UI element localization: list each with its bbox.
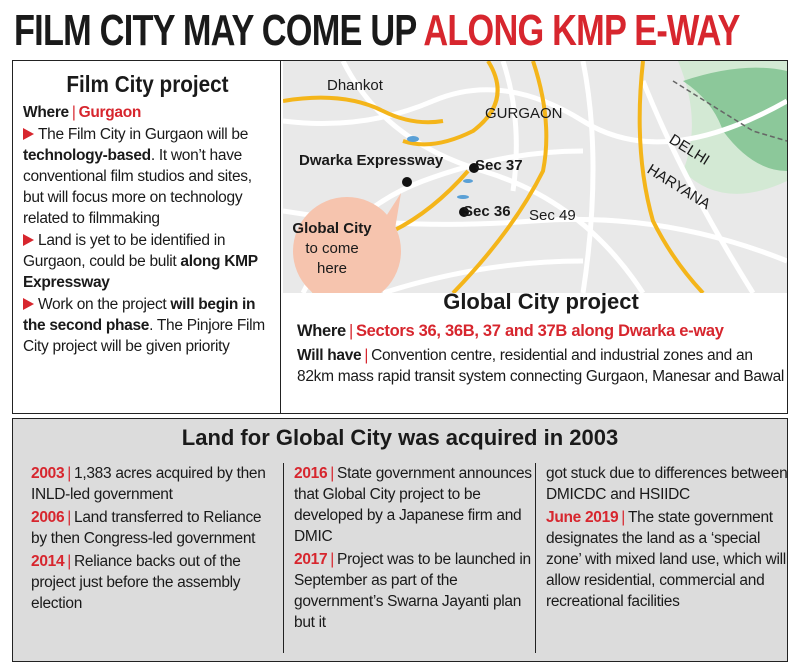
bullet-arrow bbox=[23, 298, 34, 310]
entry-text: State government announces that Global C… bbox=[294, 465, 532, 545]
timeline-column: 2016 | State government announces that Glo… bbox=[283, 463, 542, 653]
film-city-where: Where | Gurgaon bbox=[23, 102, 272, 123]
text: Work on the project bbox=[38, 296, 171, 313]
callout-title: Global City bbox=[292, 220, 372, 237]
top-panel: Film City project Where | Gurgaon The Film… bbox=[12, 60, 788, 414]
global-city-where: Where | Sectors 36, 36B, 37 and 37B along … bbox=[297, 321, 785, 342]
entry-text: Project was to be launched in September … bbox=[294, 551, 531, 631]
where-label: Where bbox=[297, 322, 346, 340]
bold-text: will begin in the second phase bbox=[23, 296, 256, 334]
entry-year: 2003 bbox=[31, 465, 65, 482]
timeline-entry: 2017 | Project was to be launched in Septe… bbox=[294, 549, 542, 633]
timeline-entry: June 2019 | The state government designate… bbox=[546, 507, 792, 612]
bullet-arrow bbox=[23, 234, 34, 246]
map-label: Dwarka Expressway bbox=[299, 152, 444, 169]
map-water bbox=[407, 136, 473, 199]
text: Land is yet to be identified in Gurgaon,… bbox=[23, 232, 226, 270]
bullet-point: Land is yet to be identified in Gurgaon,… bbox=[23, 230, 272, 293]
map-label: Sec 37 bbox=[475, 157, 523, 174]
film-city-heading: Film City project bbox=[66, 71, 229, 97]
global-city-circle bbox=[293, 197, 401, 293]
will-have-label: Will have bbox=[297, 347, 362, 364]
bold-text: technology-based bbox=[23, 147, 151, 164]
text: . The Pinjore Film City project will be … bbox=[23, 317, 265, 355]
callout-text: to come here bbox=[305, 240, 359, 277]
entry-year: June 2019 bbox=[546, 509, 619, 526]
entry-text: Reliance backs out of the project just b… bbox=[31, 553, 241, 612]
film-city-panel: Film City project Where | Gurgaon The Film… bbox=[13, 61, 281, 413]
map-label: Sec 36 bbox=[463, 203, 511, 220]
timeline-entry: 2006 | Land transferred to Reliance by the… bbox=[31, 507, 277, 549]
map-dot bbox=[469, 163, 479, 173]
entry-text: Land transferred to Reliance by then Con… bbox=[31, 509, 262, 547]
global-city-will-have: Will have | Convention centre, residential… bbox=[297, 345, 785, 387]
timeline-column: 2003 | 1,383 acres acquired by then INLD-l… bbox=[31, 463, 277, 616]
separator: | bbox=[348, 322, 353, 340]
bullet-arrow bbox=[23, 128, 34, 140]
entry-year: 2016 bbox=[294, 465, 328, 482]
separator: | bbox=[330, 465, 335, 482]
map-graphic bbox=[283, 61, 787, 293]
timeline-heading: Land for Global City was acquired in 200… bbox=[181, 425, 619, 450]
bullet-point: The Film City in Gurgaon will be technol… bbox=[23, 124, 272, 229]
entry-text: got stuck due to differences between DMI… bbox=[546, 465, 788, 503]
global-city-callout: Global City to come here bbox=[291, 219, 373, 279]
timeline-entry: got stuck due to differences between DMI… bbox=[546, 463, 792, 505]
separator: | bbox=[71, 104, 76, 121]
entry-year: 2014 bbox=[31, 553, 65, 570]
where-label: Where bbox=[23, 104, 69, 121]
global-city-heading: Global City project bbox=[443, 289, 639, 314]
headline-highlight: ALONG KMP E-WAY bbox=[423, 6, 740, 55]
map-dot bbox=[459, 207, 469, 217]
entry-year: 2017 bbox=[294, 551, 328, 568]
timeline-column: got stuck due to differences between DMI… bbox=[535, 463, 792, 653]
timeline-entry: 2003 | 1,383 acres acquired by then INLD-l… bbox=[31, 463, 277, 505]
headline-lead: FILM CITY MAY COME UP bbox=[14, 6, 417, 55]
film-city-points: The Film City in Gurgaon will be technol… bbox=[23, 124, 272, 357]
separator: | bbox=[621, 509, 625, 526]
where-value: Sectors 36, 36B, 37 and 37B along Dwarka… bbox=[355, 322, 724, 340]
map-roads bbox=[283, 61, 787, 293]
callout-pointer bbox=[383, 193, 401, 229]
will-have-value: Convention centre, residential and indus… bbox=[297, 347, 785, 385]
map-label: Sec 49 bbox=[529, 207, 576, 224]
headline: FILM CITY MAY COME UP ALONG KMP E-WAY bbox=[14, 6, 740, 56]
separator: | bbox=[67, 465, 72, 482]
map-dot bbox=[402, 177, 412, 187]
text: The Film City in Gurgaon will be bbox=[38, 126, 249, 143]
bold-text: along KMP Expressway bbox=[23, 253, 258, 291]
map-label: Dhankot bbox=[327, 77, 383, 94]
where-value: Gurgaon bbox=[78, 104, 142, 121]
separator: | bbox=[67, 553, 72, 570]
separator: | bbox=[364, 347, 369, 364]
map-label: GURGAON bbox=[485, 105, 563, 122]
timeline-entry: 2014 | Reliance backs out of the project j… bbox=[31, 551, 277, 614]
text: . It won’t have conventional film studio… bbox=[23, 147, 252, 227]
timeline-panel: Land for Global City was acquired in 200… bbox=[12, 418, 788, 662]
map: Dhankot GURGAON DELHI HARYANA Dwarka Express… bbox=[283, 61, 787, 293]
separator: | bbox=[330, 551, 335, 568]
timeline-entry: 2016 | State government announces that Glo… bbox=[294, 463, 542, 547]
entry-text: 1,383 acres acquired by then INLD-led go… bbox=[31, 465, 266, 503]
separator: | bbox=[67, 509, 72, 526]
global-city-panel: Global City project Where | Sectors 36, 36… bbox=[297, 289, 785, 387]
entry-text: The state government designates the land… bbox=[546, 509, 786, 610]
bullet-point: Work on the project will begin in the se… bbox=[23, 294, 272, 357]
entry-year: 2006 bbox=[31, 509, 65, 526]
